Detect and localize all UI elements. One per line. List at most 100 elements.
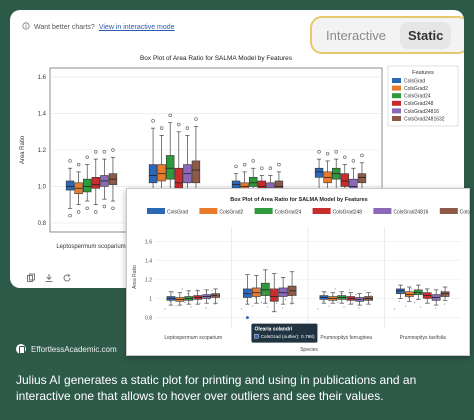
interactive-point	[422, 297, 425, 300]
static-outlier	[185, 126, 190, 130]
view-mode-toggle[interactable]: Interactive Static	[310, 16, 464, 54]
interactive-xlabel: Species	[300, 347, 318, 353]
static-outlier	[325, 151, 330, 156]
interactive-point	[211, 290, 213, 292]
interactive-legend-swatch	[312, 208, 331, 214]
interactive-point	[404, 305, 407, 307]
interactive-point	[337, 301, 339, 303]
view-interactive-link[interactable]: View in interactive mode	[98, 23, 175, 31]
static-legend-swatch	[392, 93, 401, 99]
interactive-point	[431, 294, 434, 296]
interactive-ytick-label: 1.2	[145, 277, 152, 283]
interactive-point	[257, 288, 260, 290]
interactive-point	[393, 308, 396, 310]
static-outlier	[94, 150, 98, 154]
interactive-point	[352, 302, 354, 304]
interactive-point	[172, 292, 174, 294]
interactive-point	[263, 293, 266, 295]
interactive-point	[187, 293, 189, 295]
interactive-point	[193, 297, 195, 300]
static-legend-swatch	[392, 116, 401, 121]
interactive-point	[164, 308, 166, 310]
interactive-legend-swatch	[147, 208, 165, 214]
interactive-legend-label: ColsGrad2481632	[460, 210, 471, 216]
interactive-point	[196, 289, 198, 291]
interactive-point	[340, 293, 342, 295]
interactive-legend-swatch	[373, 208, 392, 214]
interactive-point	[443, 303, 446, 305]
interactive-point	[287, 290, 290, 292]
static-outlier	[251, 159, 255, 163]
tooltip-title: Olearia solandri	[254, 327, 292, 333]
interactive-point	[367, 303, 369, 305]
interactive-point	[272, 289, 275, 291]
interactive-legend-label: ColsGrad	[167, 210, 188, 216]
interactive-box-colsgrad2481632	[440, 291, 450, 297]
static-outlier	[234, 164, 238, 169]
static-outlier	[151, 119, 155, 123]
static-legend-swatch	[392, 85, 401, 91]
interactive-point	[181, 288, 183, 290]
static-plot-title: Box Plot of Area Ratio for SALMA Model b…	[140, 55, 293, 62]
interactive-point	[240, 308, 243, 310]
static-outlier	[111, 148, 115, 152]
static-ytick-label: 1.6	[38, 75, 47, 81]
interactive-point	[322, 300, 324, 302]
interactive-box-colsgrad248	[269, 288, 279, 302]
interactive-legend-label: ColsGrad24816	[393, 210, 428, 216]
interactive-plot-card: Box Plot of Area Ratio for SALMA Model b…	[126, 188, 474, 356]
interactive-point	[245, 300, 248, 302]
tooltip-text: ColsGrad (outlier): 0.798)	[260, 334, 315, 340]
static-box-colsgrad2	[157, 164, 166, 182]
static-outlier	[68, 159, 72, 163]
static-outlier	[168, 113, 172, 118]
tooltip-box	[251, 323, 318, 343]
static-outlier	[85, 206, 89, 211]
static-option[interactable]: Static	[399, 21, 452, 49]
interactive-legend-label: ColsGrad24	[275, 210, 302, 216]
interactive-point	[407, 296, 410, 299]
static-outlier	[76, 210, 81, 214]
static-box-colsgrad24	[166, 155, 175, 180]
static-legend-label: ColsGrad24816	[404, 109, 439, 115]
refresh-icon[interactable]	[62, 270, 72, 282]
interactive-plot-svg: Box Plot of Area Ratio for SALMA Model b…	[132, 197, 474, 353]
interactive-box-colsgrad	[396, 288, 405, 294]
interactive-box-colsgrad24	[260, 282, 270, 296]
interactive-point	[178, 296, 180, 299]
copy-icon[interactable]	[26, 270, 36, 282]
interactive-point	[343, 306, 345, 308]
interactive-point	[278, 294, 281, 296]
interactive-point	[175, 305, 177, 307]
card-actions	[26, 270, 72, 282]
interactive-option[interactable]: Interactive	[326, 27, 386, 43]
chart-hint-icon	[22, 22, 30, 32]
interactive-plot-title: Box Plot of Area Ratio for SALMA Model b…	[230, 197, 367, 203]
static-legend-title: Features	[412, 70, 434, 76]
interactive-point	[361, 298, 363, 300]
static-outlier	[102, 204, 107, 209]
static-xtick-label: Leptospermum scoparium	[56, 244, 125, 250]
download-icon[interactable]	[44, 270, 54, 282]
interactive-box-colsgrad2	[404, 291, 414, 297]
interactive-box-colsgrad2	[252, 287, 261, 297]
static-legend-swatch	[392, 108, 401, 114]
static-box-colsgrad	[65, 180, 75, 191]
static-legend-label: ColsGrad2	[404, 86, 428, 92]
static-box-colsgrad24	[249, 177, 258, 187]
interactive-point	[346, 297, 348, 300]
interactive-xtick-label: Prumnopitys taxifolia	[400, 335, 446, 341]
interactive-point	[284, 298, 287, 300]
static-outlier	[85, 155, 89, 159]
static-box-colsgrad24	[83, 178, 92, 193]
interactive-box-colsgrad	[243, 288, 252, 298]
interactive-point	[217, 294, 219, 297]
static-outlier	[260, 166, 264, 170]
static-box-colsgrad248	[91, 177, 100, 189]
static-box-colsgrad2481632	[191, 160, 201, 184]
static-outlier	[268, 166, 273, 170]
interactive-point	[169, 300, 171, 302]
static-legend-label: ColsGrad24	[404, 94, 431, 100]
static-outlier	[317, 150, 321, 154]
interactive-legend-label: ColsGrad2	[219, 210, 243, 216]
